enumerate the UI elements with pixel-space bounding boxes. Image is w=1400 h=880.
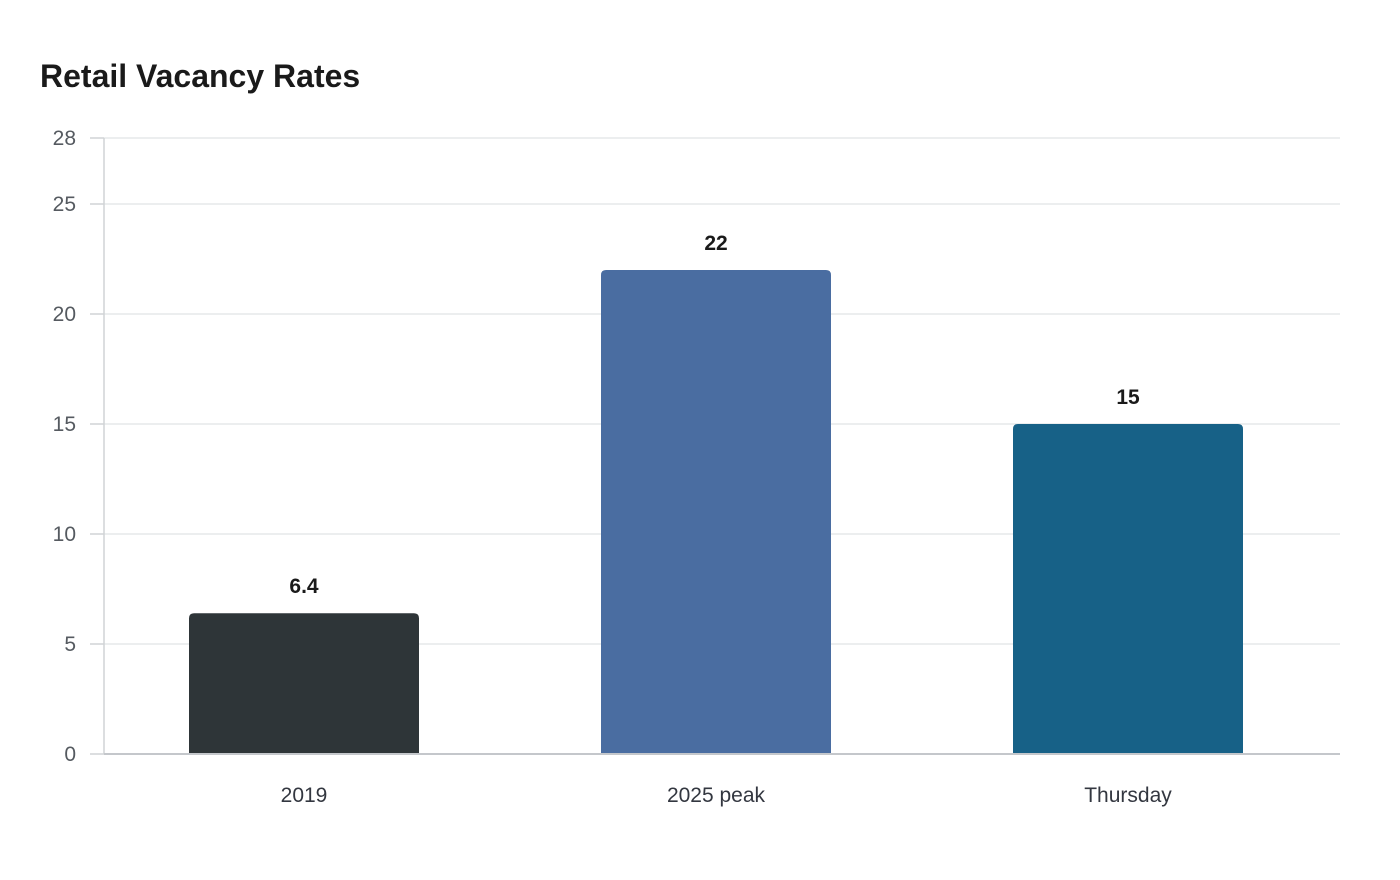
category-label: 2025 peak (667, 784, 766, 807)
value-label: 6.4 (289, 575, 319, 598)
axes (103, 138, 1340, 755)
category-label: 2019 (281, 784, 328, 807)
y-tick-label: 28 (53, 127, 76, 150)
y-tick-label: 20 (53, 303, 76, 326)
bar (601, 270, 831, 754)
y-tick-label: 10 (53, 523, 76, 546)
category-labels: 2019 2025 peak Thursday (281, 784, 1173, 807)
y-tick-label: 15 (53, 413, 76, 436)
value-labels: 6.4 22 15 (289, 232, 1140, 598)
y-axis-ticks: 0 5 10 15 20 25 28 (53, 127, 104, 766)
chart-title: Retail Vacancy Rates (40, 58, 361, 94)
bars (189, 270, 1243, 754)
category-label: Thursday (1084, 784, 1172, 807)
y-tick-label: 25 (53, 193, 76, 216)
value-label: 22 (704, 232, 727, 255)
value-label: 15 (1116, 386, 1140, 409)
y-tick-label: 0 (64, 743, 76, 766)
bar (189, 613, 419, 754)
bar (1013, 424, 1243, 754)
y-tick-label: 5 (64, 633, 76, 656)
